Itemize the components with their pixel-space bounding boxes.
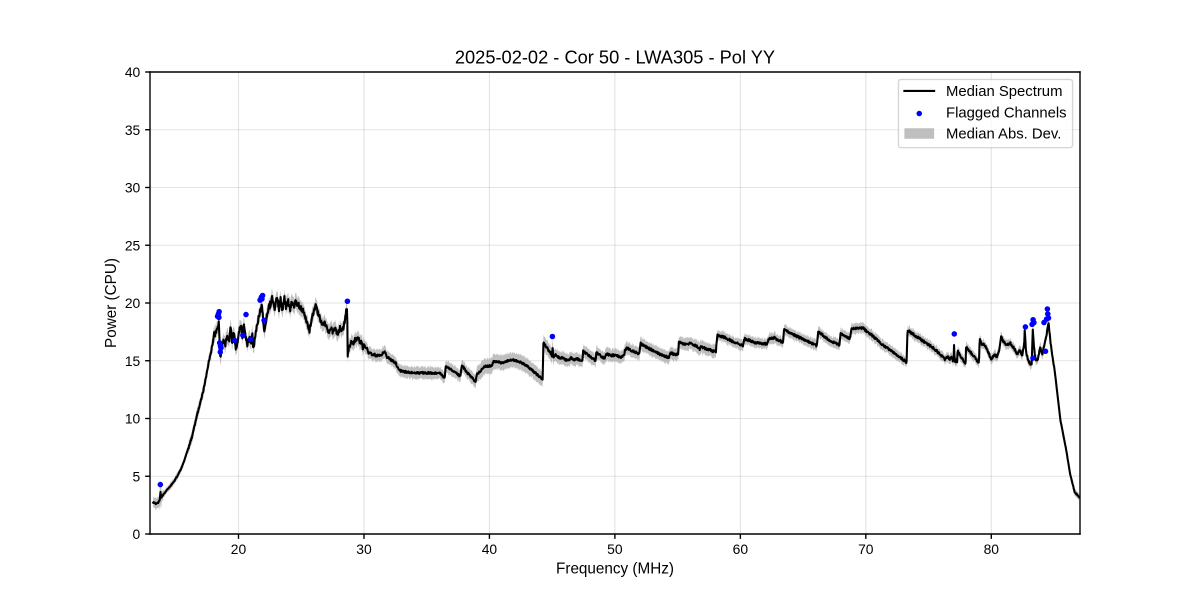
svg-text:2025-02-02 - Cor 50 - LWA305 -: 2025-02-02 - Cor 50 - LWA305 - Pol YY — [455, 47, 775, 68]
svg-text:25: 25 — [125, 237, 141, 253]
svg-text:30: 30 — [356, 541, 372, 557]
svg-text:20: 20 — [125, 295, 141, 311]
svg-text:50: 50 — [607, 541, 623, 557]
svg-text:15: 15 — [125, 353, 141, 369]
svg-text:5: 5 — [133, 468, 141, 484]
svg-text:Flagged Channels: Flagged Channels — [946, 105, 1067, 121]
svg-text:0: 0 — [133, 526, 141, 542]
svg-text:Frequency (MHz): Frequency (MHz) — [556, 560, 674, 577]
svg-text:Median Spectrum: Median Spectrum — [946, 84, 1062, 100]
svg-text:20: 20 — [231, 541, 247, 557]
svg-text:30: 30 — [125, 180, 141, 196]
svg-text:40: 40 — [125, 64, 141, 80]
svg-text:40: 40 — [482, 541, 498, 557]
svg-text:60: 60 — [733, 541, 749, 557]
svg-text:10: 10 — [125, 411, 141, 427]
svg-text:80: 80 — [984, 541, 1000, 557]
svg-text:Power (CPU): Power (CPU) — [103, 258, 120, 348]
svg-text:35: 35 — [125, 122, 141, 138]
svg-text:70: 70 — [858, 541, 874, 557]
svg-text:Median Abs. Dev.: Median Abs. Dev. — [946, 127, 1061, 143]
